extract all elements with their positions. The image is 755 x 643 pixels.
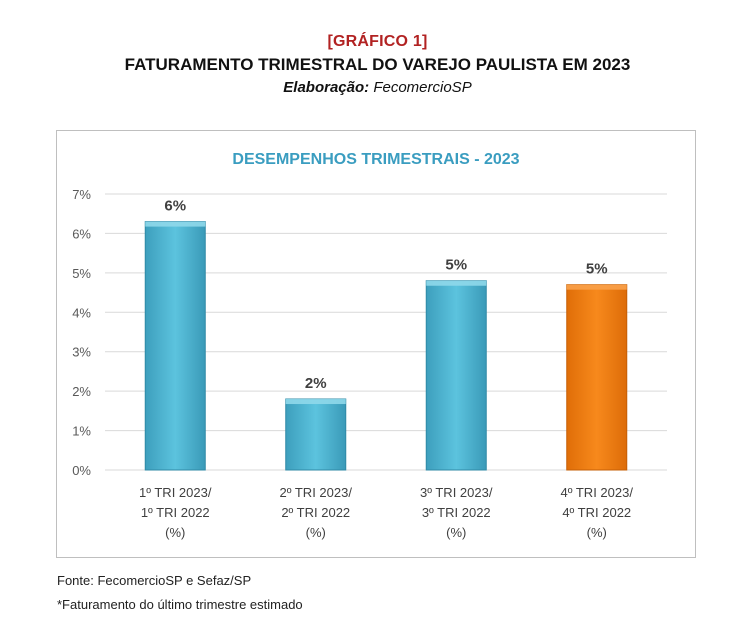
x-tick-label: 2º TRI 2023/ bbox=[280, 485, 353, 500]
y-tick-label: 4% bbox=[72, 305, 91, 320]
data-label: 5% bbox=[586, 261, 608, 278]
y-tick-label: 6% bbox=[72, 226, 91, 241]
credit-label: Elaboração: bbox=[283, 79, 370, 96]
data-label: 6% bbox=[164, 198, 186, 215]
x-tick-label: 1º TRI 2023/ bbox=[139, 485, 212, 500]
bar-highlight bbox=[145, 221, 206, 227]
bar-highlight bbox=[566, 284, 627, 290]
chart-panel: DESEMPENHOS TRIMESTRAIS - 2023 0% 1% 2% 3% 4… bbox=[56, 130, 696, 558]
bar-highlight bbox=[426, 280, 487, 286]
x-tick-label: 4º TRI 2023/ bbox=[561, 485, 634, 500]
bar bbox=[425, 280, 487, 471]
x-tick-label: 4º TRI 2022 bbox=[562, 505, 631, 520]
x-tick-label: (%) bbox=[306, 525, 326, 540]
figure-tag: [GRÁFICO 1] bbox=[327, 33, 428, 50]
y-tick-label: 0% bbox=[72, 463, 91, 478]
x-tick-label: 3º TRI 2022 bbox=[422, 505, 491, 520]
x-axis-ticks: 1º TRI 2023/1º TRI 2022 (%) 2º TRI 2023/2º… bbox=[139, 485, 633, 540]
figure-credit: Elaboração: FecomercioSP bbox=[0, 79, 755, 96]
data-label: 2% bbox=[305, 375, 327, 392]
figure-title: FATURAMENTO TRIMESTRAL DO VAREJO PAULIST… bbox=[124, 55, 631, 74]
y-axis-ticks: 0% 1% 2% 3% 4% 5% 6% 7% bbox=[72, 187, 91, 478]
y-tick-label: 1% bbox=[72, 424, 91, 439]
estimate-note: *Faturamento do último trimestre estimad… bbox=[57, 597, 303, 612]
y-tick-label: 3% bbox=[72, 345, 91, 360]
x-tick-label: (%) bbox=[587, 525, 607, 540]
x-tick-label: 3º TRI 2023/ bbox=[420, 485, 493, 500]
data-label: 5% bbox=[445, 257, 467, 274]
y-tick-label: 5% bbox=[72, 266, 91, 281]
x-tick-label: (%) bbox=[165, 525, 185, 540]
bar-highlight bbox=[285, 399, 346, 405]
credit-value: FecomercioSP bbox=[373, 79, 472, 96]
y-tick-label: 7% bbox=[72, 187, 91, 202]
y-tick-label: 2% bbox=[72, 384, 91, 399]
data-labels: 6% 2% 5% 5% bbox=[164, 198, 607, 392]
bar bbox=[566, 284, 628, 471]
x-tick-label: (%) bbox=[446, 525, 466, 540]
bar-chart: DESEMPENHOS TRIMESTRAIS - 2023 0% 1% 2% 3% 4… bbox=[72, 151, 667, 540]
bar bbox=[285, 398, 347, 471]
chart-title: DESEMPENHOS TRIMESTRAIS - 2023 bbox=[232, 151, 519, 168]
x-tick-label: 2º TRI 2022 bbox=[281, 505, 350, 520]
bar bbox=[144, 221, 206, 471]
x-tick-label: 1º TRI 2022 bbox=[141, 505, 210, 520]
source-note: Fonte: FecomercioSP e Sefaz/SP bbox=[57, 573, 252, 588]
bars bbox=[144, 221, 628, 471]
